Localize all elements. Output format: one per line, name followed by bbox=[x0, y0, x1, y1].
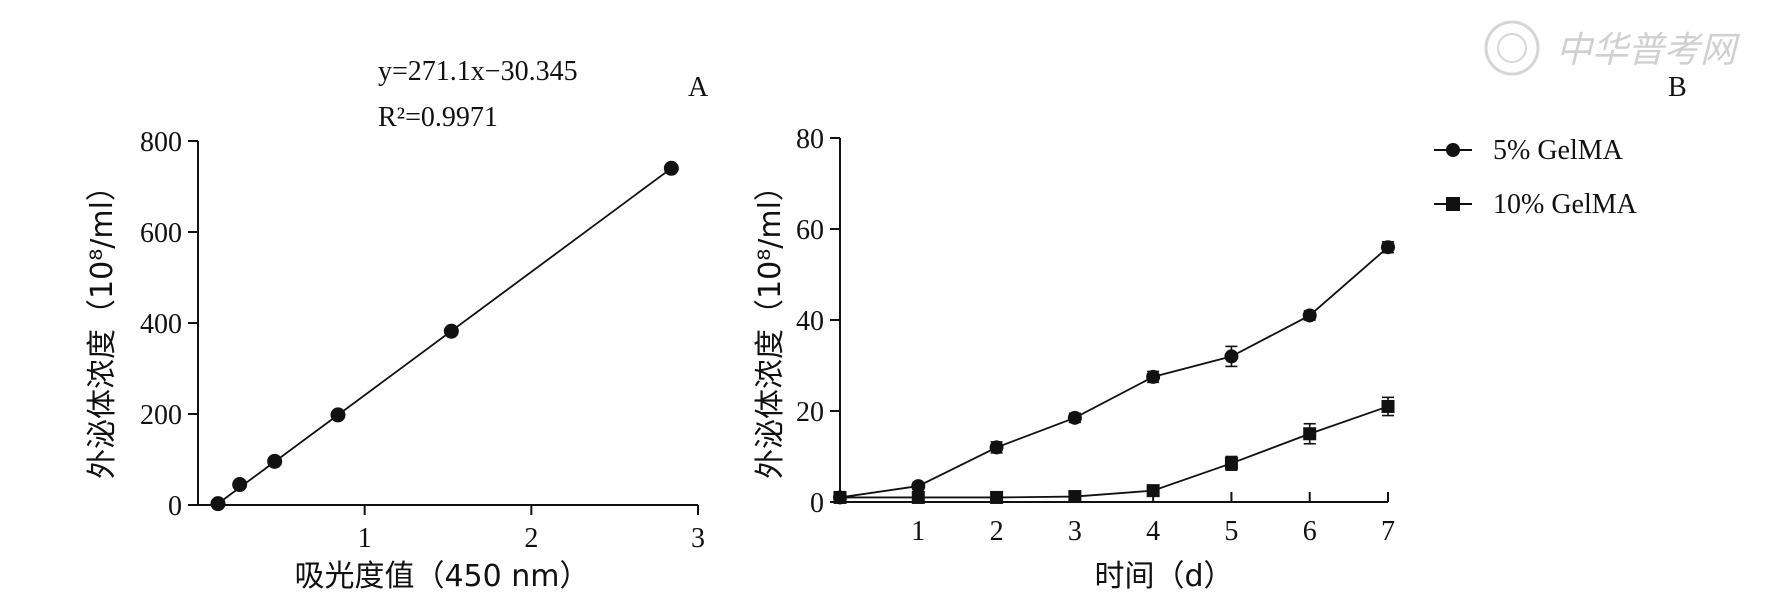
panel-a-ticks: 0 200 400 600 800 1 2 3 bbox=[140, 127, 705, 554]
panel-b-point-circle bbox=[911, 479, 926, 494]
panel-b-x-axis-title: 时间（d） bbox=[1094, 559, 1233, 594]
panel-a-y-tick-label: 0 bbox=[168, 491, 182, 522]
panel-a-y-tick-label: 600 bbox=[140, 218, 182, 249]
legend: 5% GelMA 10% GelMA bbox=[1434, 135, 1638, 220]
panel-b-point-circle bbox=[989, 440, 1004, 455]
panel-b-point-square bbox=[1303, 427, 1317, 441]
panel-a-x-tick-label: 3 bbox=[691, 523, 705, 554]
panel-a-y-tick-label: 800 bbox=[140, 127, 182, 158]
watermark-seal-inner bbox=[1497, 33, 1527, 63]
panel-b-point-circle bbox=[1224, 349, 1239, 364]
panel-b-y-tick-label: 20 bbox=[796, 397, 824, 428]
legend-marker-circle bbox=[1446, 143, 1460, 157]
watermark: 中华普考网 bbox=[1484, 20, 1740, 76]
panel-b-point-circle bbox=[1302, 308, 1317, 323]
panel-a-data-point bbox=[232, 477, 248, 493]
fit-equation: y=271.1x−30.345 bbox=[378, 56, 578, 87]
watermark-text: 中华普考网 bbox=[1556, 30, 1740, 71]
legend-label-5pct: 5% GelMA bbox=[1493, 135, 1624, 166]
watermark-seal-icon bbox=[1484, 20, 1540, 76]
legend-item-10pct: 10% GelMA bbox=[1434, 189, 1638, 220]
legend-label-10pct: 10% GelMA bbox=[1493, 189, 1638, 220]
panel-b-label: B bbox=[1668, 72, 1687, 103]
panel-b-point-square bbox=[833, 490, 847, 504]
panel-b-y-tick-label: 80 bbox=[796, 124, 824, 155]
panel-b-y-axis-title: 外泌体浓度（10⁸/ml） bbox=[753, 171, 788, 479]
panel-a-data-point bbox=[210, 496, 226, 512]
panel-b-y-tick-label: 60 bbox=[796, 215, 824, 246]
panel-b-x-tick-label: 1 bbox=[911, 516, 925, 547]
panel-a-data-point bbox=[267, 453, 283, 469]
panel-a-fit-line bbox=[217, 167, 672, 505]
panel-a-data-point bbox=[330, 407, 346, 423]
panel-b-x-tick-label: 6 bbox=[1303, 516, 1317, 547]
panel-b-x-tick-label: 5 bbox=[1224, 516, 1238, 547]
panel-a-y-tick-label: 400 bbox=[140, 309, 182, 340]
panel-b-point-square bbox=[1146, 484, 1160, 498]
panel-b-x-tick-label: 3 bbox=[1068, 516, 1082, 547]
panel-b-x-tick-label: 7 bbox=[1381, 516, 1395, 547]
panel-a-data-point bbox=[443, 323, 459, 339]
fit-r-squared: R²=0.9971 bbox=[378, 102, 498, 133]
panel-b-point-circle bbox=[1381, 240, 1395, 255]
panel-b-point-square bbox=[1224, 456, 1238, 470]
panel-b-series-line-0 bbox=[839, 246, 1389, 499]
panel-b-y-tick-label: 40 bbox=[796, 306, 824, 337]
panel-b-y-tick-label: 0 bbox=[810, 488, 824, 519]
panel-b-point-square bbox=[990, 490, 1004, 504]
legend-item-5pct: 5% GelMA bbox=[1434, 135, 1624, 166]
panel-b-x-tick-label: 2 bbox=[990, 516, 1004, 547]
panel-a-x-tick-label: 2 bbox=[524, 523, 538, 554]
panel-b: B 时间（d） 外泌体浓度（10⁸/ml） 0 20 40 60 80 1 2 3 4 5 6 7 5… bbox=[753, 72, 1687, 594]
panel-a-y-axis-title: 外泌体浓度（10⁸/ml） bbox=[85, 171, 120, 479]
panel-b-point-square bbox=[911, 490, 925, 504]
panel-b-series-line-1 bbox=[840, 405, 1389, 499]
panel-a-data-point bbox=[663, 160, 679, 176]
panel-b-series bbox=[833, 240, 1395, 505]
panel-a-y-tick-label: 200 bbox=[140, 400, 182, 431]
panel-a: A y=271.1x−30.345 R²=0.9971 吸光度值（450 nm）… bbox=[85, 56, 709, 594]
panel-a-label: A bbox=[688, 72, 709, 103]
panel-b-point-circle bbox=[1146, 369, 1161, 384]
panel-b-ticks: 0 20 40 60 80 1 2 3 4 5 6 7 bbox=[796, 124, 1395, 547]
panel-b-x-tick-label: 4 bbox=[1146, 516, 1160, 547]
panel-a-x-axis-title: 吸光度值（450 nm） bbox=[294, 559, 589, 594]
panel-b-point-circle bbox=[1067, 410, 1082, 425]
legend-marker-square bbox=[1446, 197, 1460, 211]
panel-b-point-square bbox=[1068, 490, 1082, 504]
panel-a-points bbox=[210, 160, 679, 512]
panel-a-fit-line-group bbox=[217, 167, 672, 505]
panel-b-point-square bbox=[1381, 399, 1395, 413]
panel-a-x-tick-label: 1 bbox=[358, 523, 372, 554]
